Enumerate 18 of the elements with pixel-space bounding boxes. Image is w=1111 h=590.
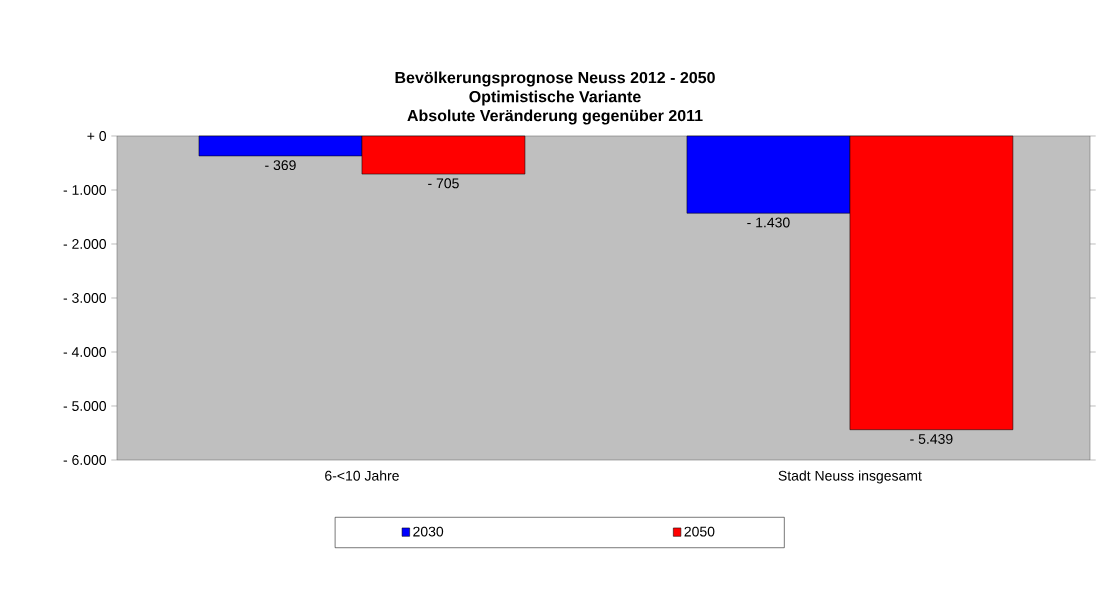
data-label: - 1.430 (747, 217, 790, 228)
legend-label: 2030 (413, 526, 444, 537)
data-label: - 705 (428, 178, 459, 189)
data-label: - 5.439 (910, 433, 953, 444)
y-tick-label: - 4.000 (63, 347, 107, 357)
chart-title: Bevölkerungsprognose Neuss 2012 - 2050 (395, 71, 715, 87)
y-tick-label: - 2.000 (63, 239, 107, 249)
text: Absolute Veränderung gegenüber 2011 (407, 109, 703, 125)
y-tick-label: - 3.000 (63, 293, 107, 303)
y-tick-label: - 1.000 (63, 185, 107, 195)
legend-label: 2050 (684, 526, 715, 537)
data-label: - 369 (265, 160, 296, 171)
y-tick-label: - 5.000 (63, 401, 107, 411)
y-tick-label: - 6.000 (63, 455, 107, 465)
x-tick-label: 6-<10 Jahre (325, 470, 399, 481)
chart-subtitle: Optimistische Variante (469, 90, 641, 106)
x-tick-label: Stadt Neuss insgesamt (778, 470, 922, 484)
y-tick-label: + 0 (87, 131, 107, 141)
